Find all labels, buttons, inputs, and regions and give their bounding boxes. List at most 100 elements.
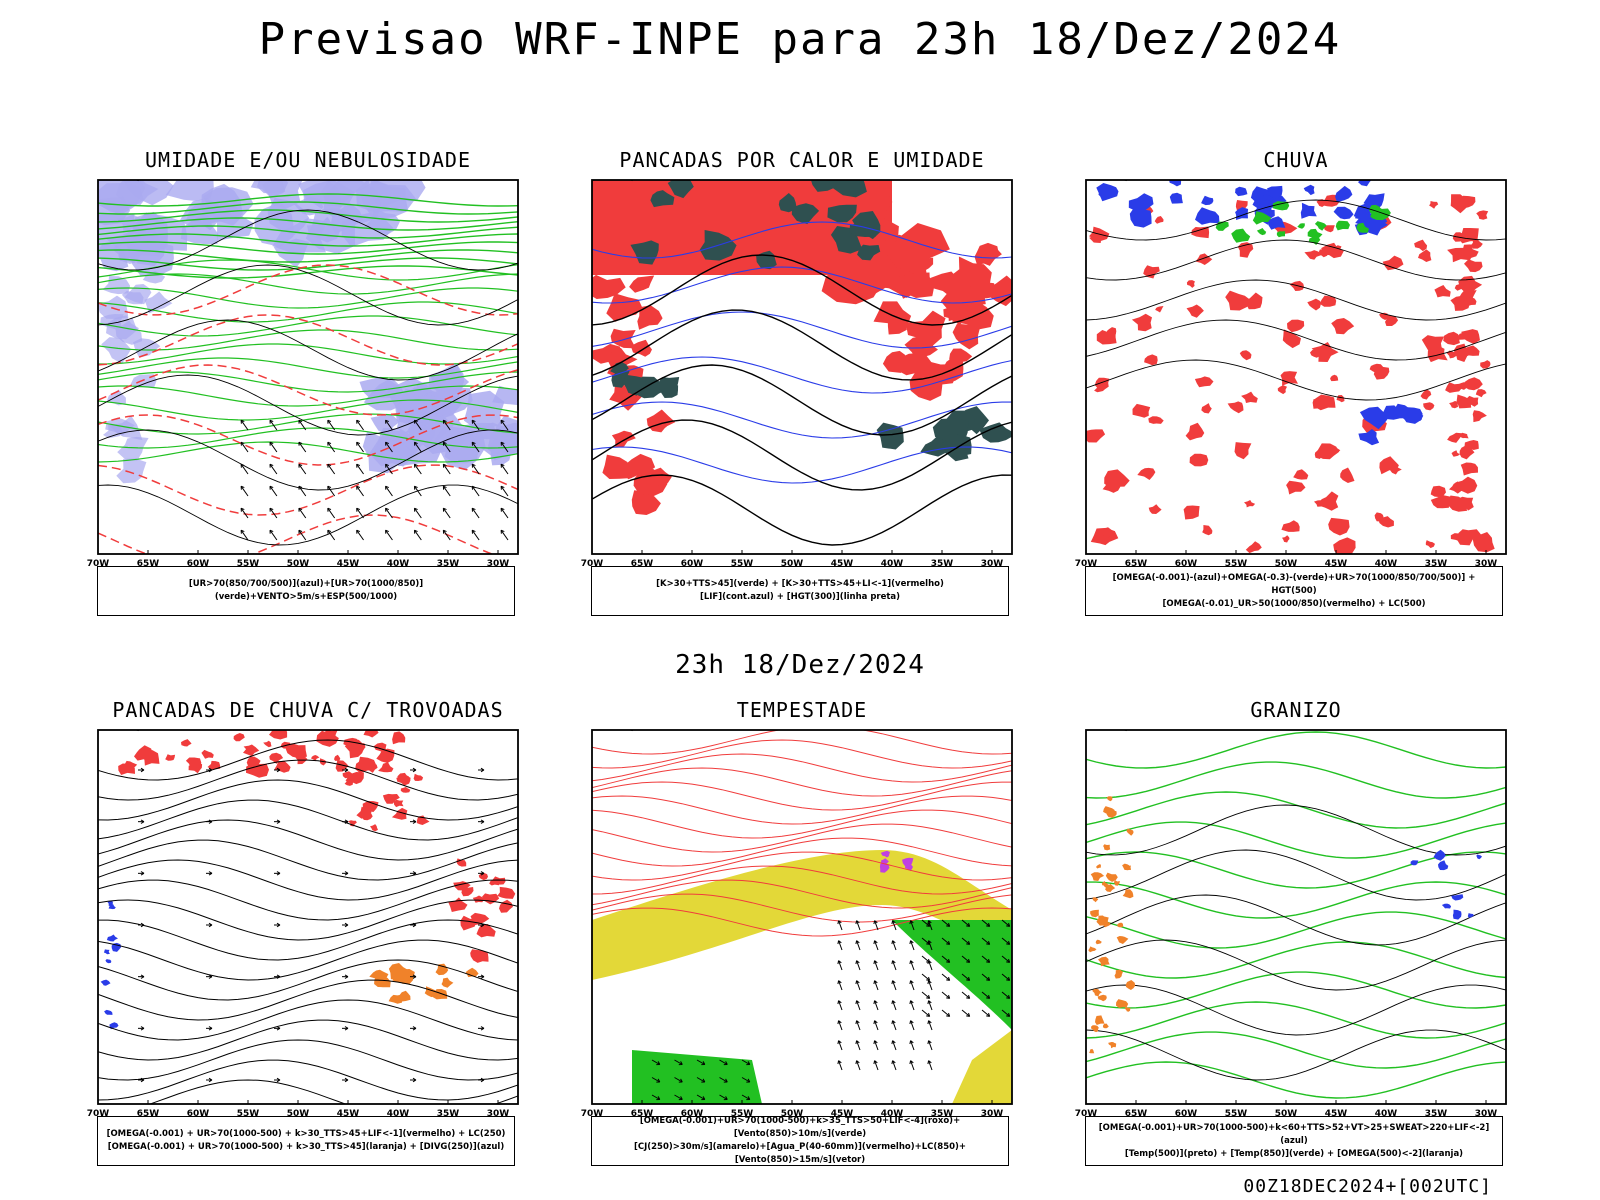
wind-vector xyxy=(874,980,879,991)
instability-green-area xyxy=(979,422,1012,443)
rain-area xyxy=(1420,389,1432,400)
precipitable-water-contour xyxy=(592,809,1012,839)
wind-vector xyxy=(471,419,480,431)
wind-vector xyxy=(928,1020,933,1031)
wind-vector-head xyxy=(909,1060,914,1065)
precipitable-water-contour xyxy=(592,907,1012,937)
rain-area xyxy=(1281,520,1300,532)
wind-vector-head xyxy=(966,976,971,981)
thunder-red-area xyxy=(185,757,202,768)
wind-vector-head xyxy=(986,958,991,963)
rain-area xyxy=(1323,225,1335,233)
lon-label: 40W xyxy=(881,559,904,569)
wind-vector xyxy=(981,1009,990,1017)
wind-vector-head xyxy=(873,1020,878,1025)
wind-vector xyxy=(874,1040,879,1051)
lon-label: 65W xyxy=(631,559,654,569)
wind-vector-head xyxy=(873,940,878,945)
legend-umidade: [UR>70(850/700/500)](azul)+[UR>70(1000/8… xyxy=(97,566,515,616)
wind-vector-head xyxy=(966,1012,971,1017)
wind-vector xyxy=(910,1000,915,1011)
rain-area xyxy=(1304,250,1323,260)
streamline-arrow-head xyxy=(412,1026,417,1031)
thunder-orange-area xyxy=(388,963,410,980)
wind-vector-head xyxy=(986,940,991,945)
wind-vector xyxy=(240,507,249,519)
wind-vector-head xyxy=(471,419,476,424)
instability-green-area xyxy=(810,180,844,192)
streamline xyxy=(98,999,518,1041)
rain-area xyxy=(1457,195,1476,209)
lon-label: 65W xyxy=(137,1109,160,1119)
wind-vector xyxy=(327,529,336,541)
streamline-arrow-head xyxy=(208,1026,213,1031)
lon-label: 45W xyxy=(1325,559,1348,569)
instability-green-area xyxy=(791,203,820,225)
legend-line: [OMEGA(-0.001)+UR>70(1000-500)+k<60+TTS>… xyxy=(1098,1122,1490,1146)
wind-vector-head xyxy=(926,958,931,963)
precipitable-water-contour xyxy=(592,851,1012,881)
humidity-1000-850-contour xyxy=(98,257,518,271)
rain-area xyxy=(1456,496,1474,511)
wind-vector-head xyxy=(701,1061,706,1066)
storm-purple-area xyxy=(905,862,913,872)
omega-green-area xyxy=(1276,231,1286,238)
rain-area xyxy=(1143,265,1160,279)
lif-contour xyxy=(592,266,1012,304)
thickness-contour xyxy=(98,314,518,366)
instability-red-area xyxy=(606,293,643,322)
wind-vector-head xyxy=(909,940,914,945)
rain-area xyxy=(1186,304,1204,318)
omega-blue-area xyxy=(1235,186,1248,197)
wind-vector xyxy=(981,991,990,999)
temp500-contour xyxy=(1086,984,1506,1036)
wind-vector xyxy=(500,529,509,541)
rain-area xyxy=(1277,385,1287,395)
map-layers: 504040 xyxy=(592,730,1012,1104)
wind-vector xyxy=(356,507,364,519)
wind-vector xyxy=(910,960,915,971)
omega500-orange xyxy=(1126,828,1134,836)
instability-red-area xyxy=(904,335,938,359)
map-svg: 50404012S15S18S21S24S27S30S33S36S39S42S7… xyxy=(581,729,1013,1119)
lon-label: 35W xyxy=(437,559,460,569)
instability-red-area xyxy=(952,323,981,350)
lon-label: 30W xyxy=(981,1109,1004,1119)
omega500-orange xyxy=(1124,1007,1131,1012)
wind-vector-head xyxy=(966,940,971,945)
thunder-red-area xyxy=(355,758,376,774)
thunder-red-area xyxy=(476,924,496,938)
wind-vector-head xyxy=(471,529,476,534)
legend-line: [CJ(250)>30m/s](amarelo)+[Agua_P(40-60mm… xyxy=(633,1142,967,1165)
lon-label: 30W xyxy=(981,559,1004,569)
hgt500-contour xyxy=(1086,239,1506,281)
thunder-red-area xyxy=(334,754,341,761)
thunder-orange-area xyxy=(397,990,411,1002)
thunder-red-area xyxy=(348,820,357,827)
streamline-arrow-head xyxy=(412,767,417,773)
hail-blue-area xyxy=(1433,849,1446,861)
omega500-orange xyxy=(1097,994,1107,1002)
temp850-contour xyxy=(1086,1031,1506,1069)
lon-label: 50W xyxy=(1275,559,1298,569)
thunder-red-area xyxy=(269,730,288,740)
thunder-red-area xyxy=(497,886,516,899)
panel-title-umidade: UMIDADE E/OU NEBULOSIDADE xyxy=(144,148,472,172)
rain-area xyxy=(1450,295,1471,311)
omega-blue-area xyxy=(1169,192,1183,204)
wind-vector xyxy=(941,973,950,981)
wind-vector-head xyxy=(946,994,951,999)
wind-vector xyxy=(838,1020,843,1031)
wind-vector xyxy=(741,1059,751,1065)
rain-area xyxy=(1460,432,1469,439)
wind-vector-head xyxy=(837,1000,842,1005)
lon-label: 55W xyxy=(237,559,260,569)
wind-vector-head xyxy=(891,1060,896,1065)
map-layers: 968096809600960095209520944094409360 xyxy=(592,180,1012,546)
lon-label: 50W xyxy=(781,1109,804,1119)
omega500-orange xyxy=(1100,917,1106,923)
wind-vector-head xyxy=(873,1000,878,1005)
lon-label: 30W xyxy=(487,559,510,569)
wind-vector xyxy=(414,419,422,431)
legend-chuva: [OMEGA(-0.001)-(azul)+OMEGA(-0.3)-(verde… xyxy=(1085,566,1503,616)
